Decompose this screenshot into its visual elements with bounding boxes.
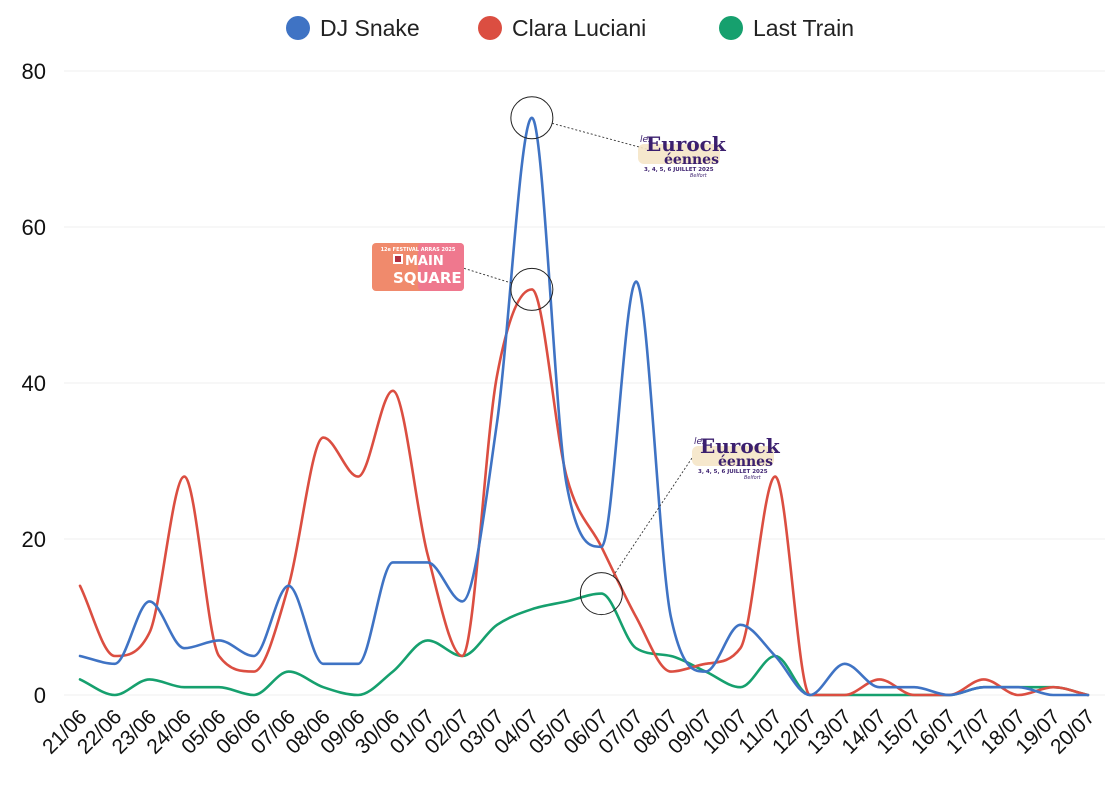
svg-text:Belfort: Belfort <box>744 475 762 481</box>
annotation-circle <box>579 572 623 616</box>
svg-text:éennes: éennes <box>718 454 773 470</box>
svg-text:3, 4, 5, 6 JUILLET 2025: 3, 4, 5, 6 JUILLET 2025 <box>698 469 768 475</box>
svg-text:les: les <box>640 135 653 145</box>
svg-text:les: les <box>694 437 707 447</box>
y-tick-label: 0 <box>34 683 46 708</box>
svg-text:12e FESTIVAL ARRAS 2025: 12e FESTIVAL ARRAS 2025 <box>381 247 456 253</box>
annotation-circle <box>510 96 554 140</box>
legend-item-last-train[interactable]: Last Train <box>719 15 854 41</box>
annotation-connector <box>552 122 651 151</box>
legend-label: DJ Snake <box>320 15 420 41</box>
annotation-connector <box>462 267 512 284</box>
y-tick-label: 80 <box>22 59 46 84</box>
y-tick-label: 40 <box>22 371 46 396</box>
series-lines <box>78 116 1090 697</box>
series-line-dj-snake <box>78 116 1090 697</box>
svg-text:Eurock: Eurock <box>646 132 727 156</box>
legend-item-dj-snake[interactable]: DJ Snake <box>286 15 420 41</box>
svg-text:MAIN: MAIN <box>405 254 444 269</box>
series-line-clara-luciani <box>78 288 1090 697</box>
x-axis-ticks: 21/0622/0623/0624/0605/0606/0607/0608/06… <box>38 705 1099 758</box>
annotations: 12e FESTIVAL ARRAS 2025MAINSQUARElesEuro… <box>372 96 781 616</box>
legend-marker <box>478 16 502 40</box>
legend-marker <box>719 16 743 40</box>
y-tick-label: 20 <box>22 527 46 552</box>
svg-text:3, 4, 5, 6 JUILLET 2025: 3, 4, 5, 6 JUILLET 2025 <box>644 167 714 173</box>
y-tick-label: 60 <box>22 215 46 240</box>
y-axis-ticks: 0 20 40 60 80 <box>22 59 46 708</box>
svg-text:éennes: éennes <box>664 152 719 168</box>
svg-text:Belfort: Belfort <box>690 173 708 179</box>
svg-text:SQUARE: SQUARE <box>393 269 462 287</box>
legend-marker <box>286 16 310 40</box>
gridlines <box>64 70 1105 696</box>
annotation-circle <box>510 267 554 311</box>
legend-label: Last Train <box>753 15 854 41</box>
legend-item-clara-luciani[interactable]: Clara Luciani <box>478 15 646 41</box>
legend: DJ Snake Clara Luciani Last Train <box>286 15 854 41</box>
legend-label: Clara Luciani <box>512 15 646 41</box>
annotation-connector <box>612 457 693 577</box>
svg-text:Eurock: Eurock <box>700 434 781 458</box>
